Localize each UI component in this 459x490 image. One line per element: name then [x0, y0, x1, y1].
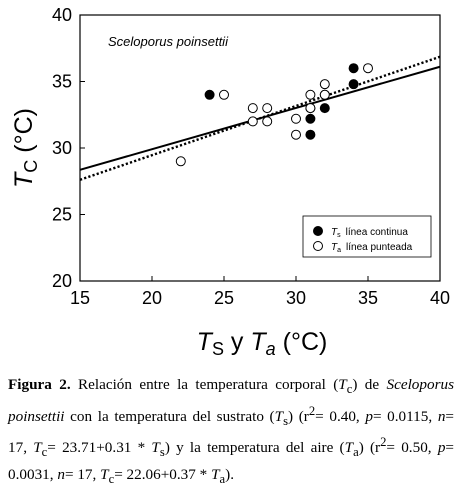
legend: Ts línea continua Ta línea punteada: [302, 215, 432, 258]
figure-caption: Figura 2. Relación entre la temperatura …: [8, 376, 454, 486]
legend-marker-open: [313, 241, 323, 251]
data-point-ta: [262, 116, 273, 127]
data-point-ta: [319, 79, 330, 90]
data-point-ts: [348, 79, 359, 90]
data-point-ta: [363, 63, 373, 74]
data-point-ts: [348, 63, 359, 74]
data-point-ts: [319, 103, 330, 114]
data-point-ta: [305, 89, 316, 100]
legend-entry-ts: Ts línea continua: [331, 227, 408, 239]
fit-line-ta: [79, 55, 441, 181]
legend-marker-filled: [313, 226, 323, 236]
x-tick-label: 25: [214, 288, 234, 308]
regression-lines: [79, 55, 441, 181]
data-point-ts: [305, 113, 316, 124]
x-tick-label: 15: [70, 288, 90, 308]
legend-entry-ta: Ta línea punteada: [331, 242, 413, 254]
data-point-ta: [262, 103, 273, 114]
data-point-ta: [319, 89, 330, 100]
data-point-ta: [247, 103, 258, 114]
species-name: Sceloporus poinsettii: [8, 376, 454, 425]
data-point-ta: [247, 116, 258, 127]
data-point-ta: [291, 113, 301, 124]
data-point-ts: [305, 129, 316, 140]
y-tick-label: 20: [52, 271, 72, 291]
x-tick-label: 40: [430, 288, 450, 308]
axis-ticks: [79, 14, 441, 282]
data-point-ta: [291, 129, 301, 140]
x-tick-label: 30: [286, 288, 306, 308]
data-point-ts: [204, 89, 215, 100]
x-tick-labels: 15 20 25 30 35 40: [70, 288, 450, 308]
y-tick-label: 40: [52, 5, 72, 25]
data-points: [175, 63, 373, 167]
y-axis-title: TC (°C): [10, 108, 41, 188]
x-axis-title: TS y Ta (°C): [197, 328, 328, 359]
data-point-ta: [175, 156, 186, 167]
x-tick-label: 20: [142, 288, 162, 308]
figure-label: Figura 2.: [8, 376, 71, 393]
data-point-ta: [219, 89, 229, 100]
y-tick-label: 25: [52, 205, 72, 225]
data-point-ta: [305, 103, 316, 114]
x-tick-label: 35: [358, 288, 378, 308]
species-annotation: Sceloporus poinsettii: [108, 34, 229, 49]
y-tick-labels: 20 25 30 35 40: [52, 5, 72, 291]
legend-box: [302, 215, 432, 258]
y-tick-label: 30: [52, 138, 72, 158]
y-tick-label: 35: [52, 72, 72, 92]
